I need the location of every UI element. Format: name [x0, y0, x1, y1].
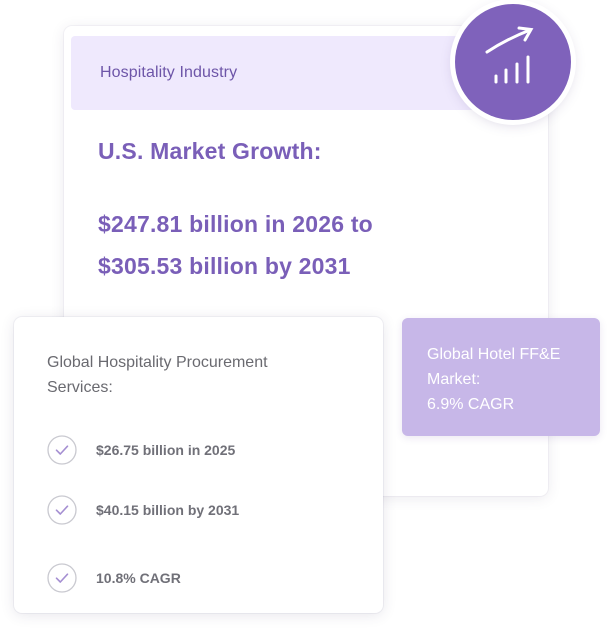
market-growth-figures: $247.81 billion in 2026 to $305.53 billi…	[98, 203, 518, 287]
procurement-title-line1: Global Hospitality Procurement	[47, 354, 268, 371]
check-circle-icon	[47, 495, 77, 525]
check-circle-icon	[47, 563, 77, 593]
ffe-market-box: Global Hotel FF&E Market: 6.9% CAGR	[402, 318, 600, 436]
ffe-market-line1: Global Hotel FF&E	[427, 346, 561, 363]
list-item: 10.8% CAGR	[47, 563, 367, 593]
ffe-market-text: Global Hotel FF&E Market: 6.9% CAGR	[427, 342, 597, 417]
list-item: $40.15 billion by 2031	[47, 495, 367, 525]
procurement-title: Global Hospitality Procurement Services:	[47, 350, 347, 400]
growth-chart-icon	[485, 26, 534, 84]
market-growth-figure-line1: $247.81 billion in 2026 to	[98, 211, 373, 237]
card-header-title: Hospitality Industry	[100, 64, 238, 81]
procurement-card: Global Hospitality Procurement Services:…	[14, 317, 383, 613]
list-item-label: $40.15 billion by 2031	[96, 502, 240, 518]
list-item: $26.75 billion in 2025	[47, 435, 367, 465]
market-growth-heading: U.S. Market Growth:	[98, 138, 322, 164]
list-item-label: $26.75 billion in 2025	[96, 442, 236, 458]
growth-badge	[455, 4, 571, 120]
ffe-market-line2: Market:	[427, 371, 481, 388]
procurement-title-line2: Services:	[47, 379, 113, 396]
list-item-label: 10.8% CAGR	[96, 570, 181, 586]
ffe-market-line3: 6.9% CAGR	[427, 396, 515, 413]
check-circle-icon	[47, 435, 77, 465]
market-growth-figure-line2: $305.53 billion by 2031	[98, 253, 351, 279]
